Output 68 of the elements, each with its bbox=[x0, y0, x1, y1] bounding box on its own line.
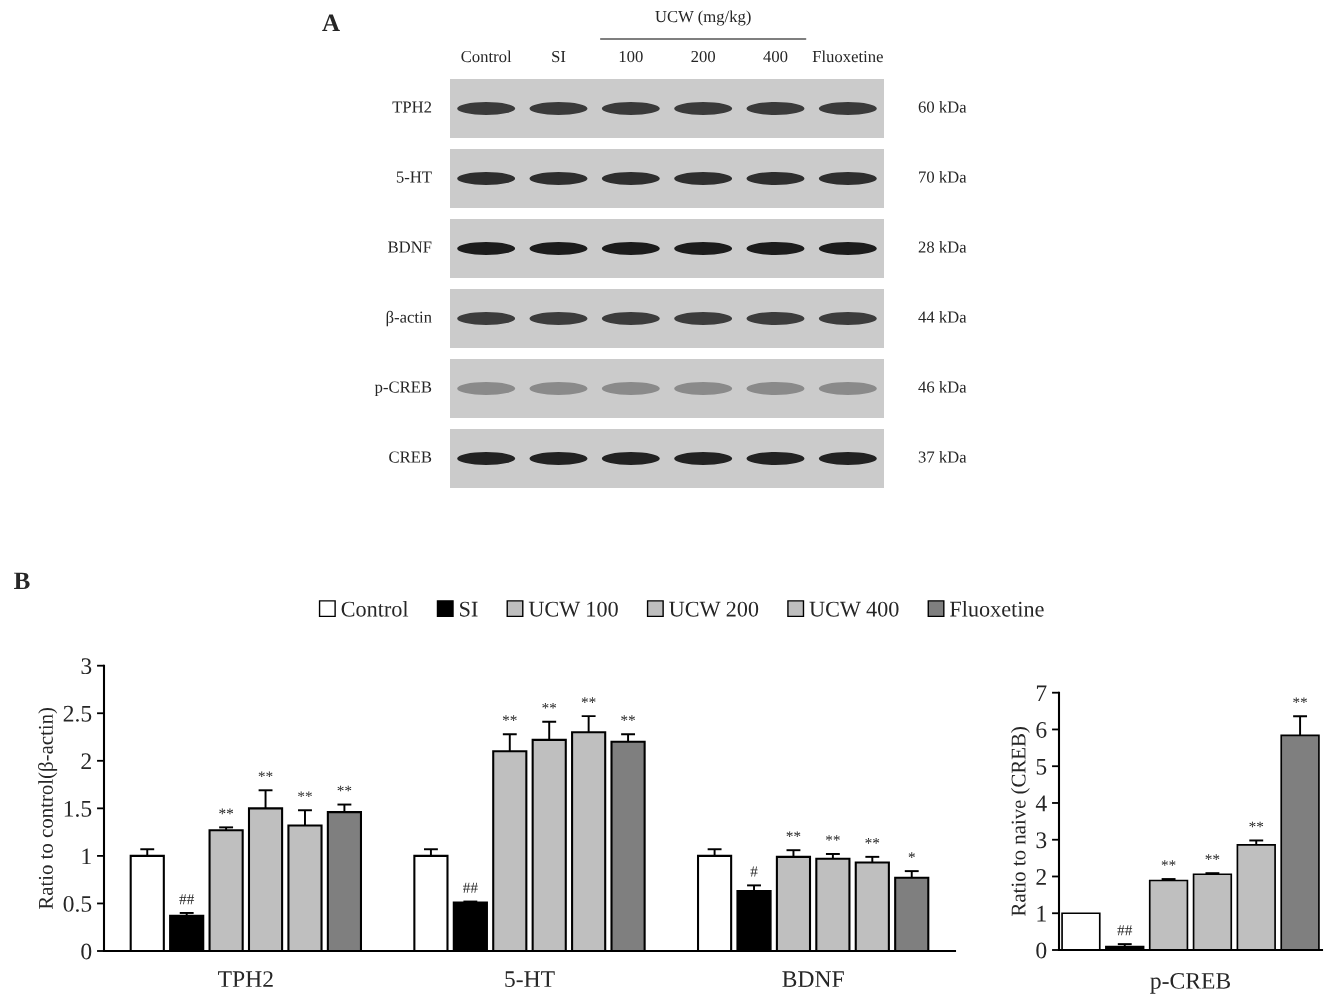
category-label: 5-HT bbox=[396, 171, 432, 183]
legend-label: UCW 200 bbox=[669, 601, 759, 617]
data-label: ** bbox=[786, 831, 801, 837]
legend-label: Fluoxetine bbox=[950, 600, 1044, 617]
data-label: ** bbox=[298, 791, 312, 798]
data-label: ** bbox=[825, 835, 840, 841]
y-tick-label: 7 bbox=[1036, 685, 1047, 701]
legend-label: SI bbox=[460, 601, 478, 617]
category-label: 28 kDa bbox=[918, 240, 967, 253]
y-axis-title: Ratio to naive (CREB) bbox=[1010, 727, 1030, 916]
data-label: ** bbox=[1205, 854, 1220, 860]
data-label: ** bbox=[1293, 697, 1307, 704]
x-axis-title: p-CREB bbox=[1150, 972, 1231, 994]
x-tick-label: 5-HT bbox=[505, 971, 555, 988]
y-tick-label: 3 bbox=[81, 658, 92, 675]
x-tick-label: BDNF bbox=[782, 971, 844, 987]
y-tick-label: 6 bbox=[1036, 722, 1047, 738]
data-label: * bbox=[908, 852, 915, 858]
category-label: 400 bbox=[763, 50, 788, 63]
category-label: Control bbox=[461, 50, 512, 63]
data-label: ## bbox=[179, 894, 195, 905]
data-label: ** bbox=[219, 808, 234, 815]
category-label: 100 bbox=[619, 50, 643, 63]
text: UCW (mg/kg) bbox=[655, 10, 751, 26]
y-tick-label: 1 bbox=[1037, 905, 1046, 922]
data-label: ** bbox=[1161, 860, 1176, 866]
data-label: ** bbox=[337, 785, 352, 792]
category-label: 37 kDa bbox=[918, 450, 967, 463]
y-tick-label: 0.5 bbox=[63, 895, 92, 912]
data-label: # bbox=[750, 866, 758, 877]
category-label: β-actin bbox=[386, 310, 432, 327]
y-tick-label: 1 bbox=[82, 848, 91, 865]
y-tick-label: 0 bbox=[1036, 942, 1047, 959]
text: A bbox=[322, 14, 340, 32]
data-label: ** bbox=[1249, 821, 1264, 828]
y-tick-label: 4 bbox=[1035, 795, 1047, 812]
data-label: ** bbox=[542, 703, 557, 709]
category-label: 60 kDa bbox=[918, 100, 967, 113]
category-label: 70 kDa bbox=[919, 170, 967, 183]
y-tick-label: 2.5 bbox=[63, 705, 92, 722]
data-label: ** bbox=[258, 771, 273, 778]
y-tick-label: 2 bbox=[81, 753, 91, 769]
data-label: ** bbox=[581, 697, 596, 703]
legend-label: UCW 400 bbox=[809, 601, 899, 617]
y-tick-label: 3 bbox=[1036, 832, 1047, 849]
category-label: BDNF bbox=[388, 241, 432, 253]
category-label: CREB bbox=[389, 451, 432, 463]
data-label: ** bbox=[621, 715, 635, 721]
data-label: ## bbox=[1117, 925, 1133, 936]
category-label: TPH2 bbox=[392, 101, 432, 113]
chart-title: B bbox=[14, 572, 30, 590]
y-tick-label: 1.5 bbox=[64, 800, 92, 817]
legend-label: Control bbox=[341, 600, 409, 617]
legend-label: UCW 100 bbox=[528, 601, 618, 617]
x-tick-label: TPH2 bbox=[218, 971, 273, 987]
y-tick-label: 5 bbox=[1036, 758, 1047, 775]
category-label: 46 kDa bbox=[918, 380, 967, 393]
y-tick-label: 0 bbox=[81, 943, 92, 960]
data-label: ** bbox=[865, 838, 880, 844]
category-label: Fluoxetine bbox=[812, 50, 883, 63]
category-label: SI bbox=[552, 50, 566, 63]
data-label: ** bbox=[502, 715, 517, 721]
y-tick-label: 2 bbox=[1036, 869, 1046, 885]
data-label: ## bbox=[462, 882, 478, 893]
y-axis-title: Ratio to control(β-actin) bbox=[38, 707, 58, 910]
category-label: p-CREB bbox=[374, 381, 432, 397]
category-label: 200 bbox=[691, 50, 716, 63]
category-label: 44 kDa bbox=[918, 310, 967, 323]
